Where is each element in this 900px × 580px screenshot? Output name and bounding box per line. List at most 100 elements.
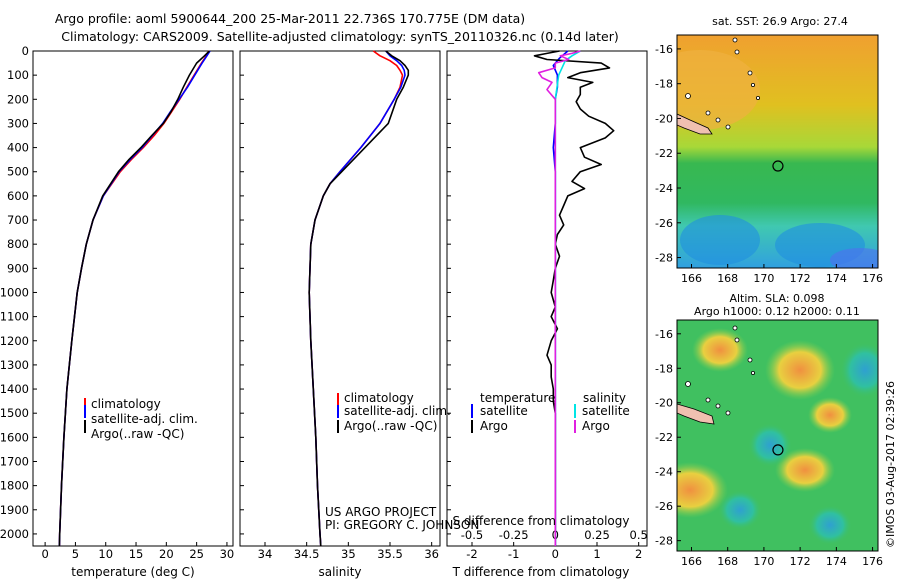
depth-tick-label: 100 [7,68,29,82]
new-caledonia-island [677,403,715,425]
legend-s-argo-label: Argo [582,419,610,433]
legend-salinity-heading: salinity [583,391,626,405]
lat-tick-label: -28 [655,252,673,265]
new-caledonia-island [677,113,713,135]
depth-tick-label: 1000 [0,285,29,299]
salinity-legend: climatology satellite-adj. clim. Argo(..… [337,391,451,433]
island [747,70,753,76]
s-x-tick-label: -0.25 [499,528,529,542]
depth-tick-label: 1500 [0,406,29,420]
sla-low-patch [840,342,878,398]
depth-tick-label: 400 [7,141,29,155]
x-tick-label: 20 [159,547,174,561]
difference-series [533,50,615,546]
depth-tick-label: 2000 [0,527,29,541]
lon-tick-label: 172 [790,555,811,568]
x-tick-label: 10 [98,547,113,561]
series-line-satellite-adj-clim- [58,50,211,547]
sla-map-frame [676,319,879,552]
salinity-x-axis: 34 34.5 35 35.5 36 [258,542,439,561]
island [734,337,740,343]
legend-s-satellite-label: satellite [582,404,630,418]
lon-tick-label: 174 [826,555,847,568]
series-line-s-argo [537,50,581,546]
sst-map-axes: -16 -18 -20 -22 -24 -26 -28 166 168 170 172 174 176 [655,43,883,285]
salinity-axes-frame [239,50,441,547]
depth-tick-label: 500 [7,165,29,179]
x-tick-label: 35.5 [377,547,403,561]
timestamp: ©IMOS 03-Aug-2017 02:39:26 [884,381,897,548]
x-tick-label: -1 [508,547,519,561]
height-map-title: Argo h1000: 0.12 h2000: 0.11 [694,305,860,318]
lon-tick-label: 176 [862,272,883,285]
depth-tick-label: 800 [7,237,29,251]
legend-satellite-label: satellite-adj. clim. [344,404,451,418]
series-line-climatology [58,50,210,547]
sla-low-patch [718,490,762,530]
figure-title-line2: Climatology: CARS2009. Satellite-adjuste… [61,29,618,44]
island [725,124,731,130]
island [685,381,691,387]
island [715,117,721,123]
legend-climatology-label: climatology [344,391,414,405]
series-line-argo-raw-qc- [308,50,410,547]
depth-tick-label: 700 [7,213,29,227]
island [685,93,691,99]
legend-t-satellite-label: satellite [480,404,528,418]
x-tick-label: 25 [189,547,204,561]
temperature-axes-frame [32,50,234,547]
lon-tick-label: 168 [717,555,738,568]
sst-cool-patch [680,215,760,265]
x-tick-label: 36 [424,547,439,561]
legend-climatology-label: climatology [91,397,161,411]
series-line-climatology [308,50,404,547]
lon-tick-label: 166 [681,555,702,568]
sla-high-patch [808,397,852,433]
x-tick-label: 5 [72,547,79,561]
island [705,397,711,403]
lat-tick-label: -24 [655,182,673,195]
depth-tick-label: 1900 [0,503,29,517]
depth-tick-label: 600 [7,189,29,203]
depth-tick-label: 1100 [0,310,29,324]
salinity-series [308,50,410,547]
sst-warm-patch [677,50,760,130]
legend-temperature-heading: temperature [480,391,555,405]
series-line-satellite-adj-clim- [308,50,406,547]
island [756,96,761,101]
x-tick-label: 1 [593,547,600,561]
lat-tick-label: -20 [655,112,673,125]
lat-tick-label: -18 [655,78,673,91]
lat-tick-label: -18 [655,362,673,375]
depth-tick-label: 300 [7,116,29,130]
depth-axis: 0 100 200 300 400 500 600 700 800 900 1000 1100 1200… [0,44,451,541]
pi-annotation: PI: GREGORY C. JOHNSON [325,518,479,532]
difference-legend: temperature satellite Argo salinity sate… [471,391,630,433]
temperature-x-label: temperature (deg C) [71,565,194,579]
lon-tick-label: 176 [862,555,883,568]
project-annotation: US ARGO PROJECT [325,505,437,519]
lat-tick-label: -22 [655,431,673,444]
island [734,49,740,55]
island [705,110,711,116]
island [751,83,756,88]
lon-tick-label: 174 [826,272,847,285]
lat-tick-label: -16 [655,43,673,56]
depth-tick-label: 1400 [0,382,29,396]
salinity-profile-panel: 34 34.5 35 35.5 36 salinity climatology sate… [239,50,479,579]
series-line-s-satellite [554,50,581,546]
x-tick-label: 0 [552,547,559,561]
lat-tick-label: -20 [655,397,673,410]
lon-tick-label: 166 [681,272,702,285]
sla-map-axes: -16 -18 -20 -22 -24 -26 -28 166 168 170 172 174 176 [655,328,883,568]
sst-map-title: sat. SST: 26.9 Argo: 27.4 [712,15,848,28]
difference-profile-panel: -2 -1 0 1 2-0.5 -0.25 0 0.25 0.5 S difference fr… [446,50,648,579]
sla-low-patch [808,505,852,545]
lon-tick-label: 170 [753,272,774,285]
series-line-argo-raw-qc- [58,50,210,547]
sst-map-frame [676,34,879,269]
sla-high-patch [775,448,835,492]
temperature-x-axis: 0 5 10 15 20 25 30 [41,542,234,561]
s-difference-label: S difference from climatology [453,514,630,528]
